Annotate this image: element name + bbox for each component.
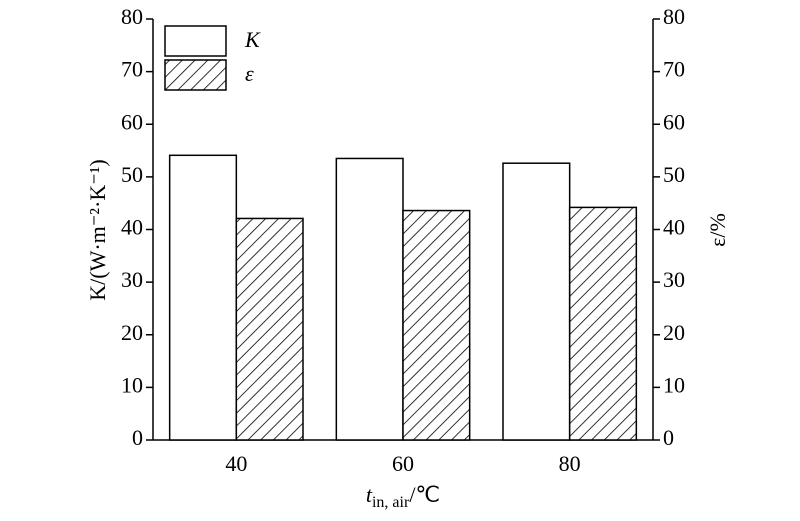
x-label-main: t — [366, 482, 373, 507]
y-tick-label: 40 — [121, 215, 143, 240]
y-tick-label: 20 — [121, 320, 143, 345]
bar — [335, 157, 404, 441]
x-axis-label: tin, air/℃ — [366, 482, 440, 511]
y2-tick-label: 80 — [663, 4, 685, 29]
x-tick-label: 80 — [559, 451, 581, 476]
x-tick-label: 40 — [225, 451, 247, 476]
y-tick-label: 70 — [121, 57, 143, 82]
y-tick-label: 0 — [132, 425, 143, 450]
y-tick-label: 60 — [121, 109, 143, 134]
y-tick-label: 30 — [121, 267, 143, 292]
legend-swatch — [164, 25, 227, 57]
bar — [235, 217, 304, 441]
y2-tick-label: 0 — [663, 425, 674, 450]
bar — [402, 209, 471, 441]
y-axis-label: K/(W·m⁻²·K⁻¹) — [85, 159, 110, 301]
x-tick-label: 60 — [392, 451, 414, 476]
y2-tick-label: 50 — [663, 162, 685, 187]
y2-tick-label: 10 — [663, 372, 685, 397]
y2-tick-label: 40 — [663, 215, 685, 240]
y2-axis-label: ε/% — [705, 213, 730, 247]
legend-label: ε — [245, 61, 254, 86]
y2-tick-label: 30 — [663, 267, 685, 292]
y2-tick-label: 60 — [663, 109, 685, 134]
x-label-unit: /℃ — [409, 482, 440, 507]
x-label-sub: in, air — [372, 494, 410, 511]
y-tick-label: 50 — [121, 162, 143, 187]
y-tick-label: 80 — [121, 4, 143, 29]
y-tick-label: 10 — [121, 372, 143, 397]
bar — [502, 162, 571, 441]
legend-swatch — [164, 59, 227, 91]
bar — [168, 154, 238, 441]
y2-tick-label: 20 — [663, 320, 685, 345]
bar — [568, 206, 638, 441]
y2-tick-label: 70 — [663, 57, 685, 82]
legend-label: K — [244, 27, 261, 52]
